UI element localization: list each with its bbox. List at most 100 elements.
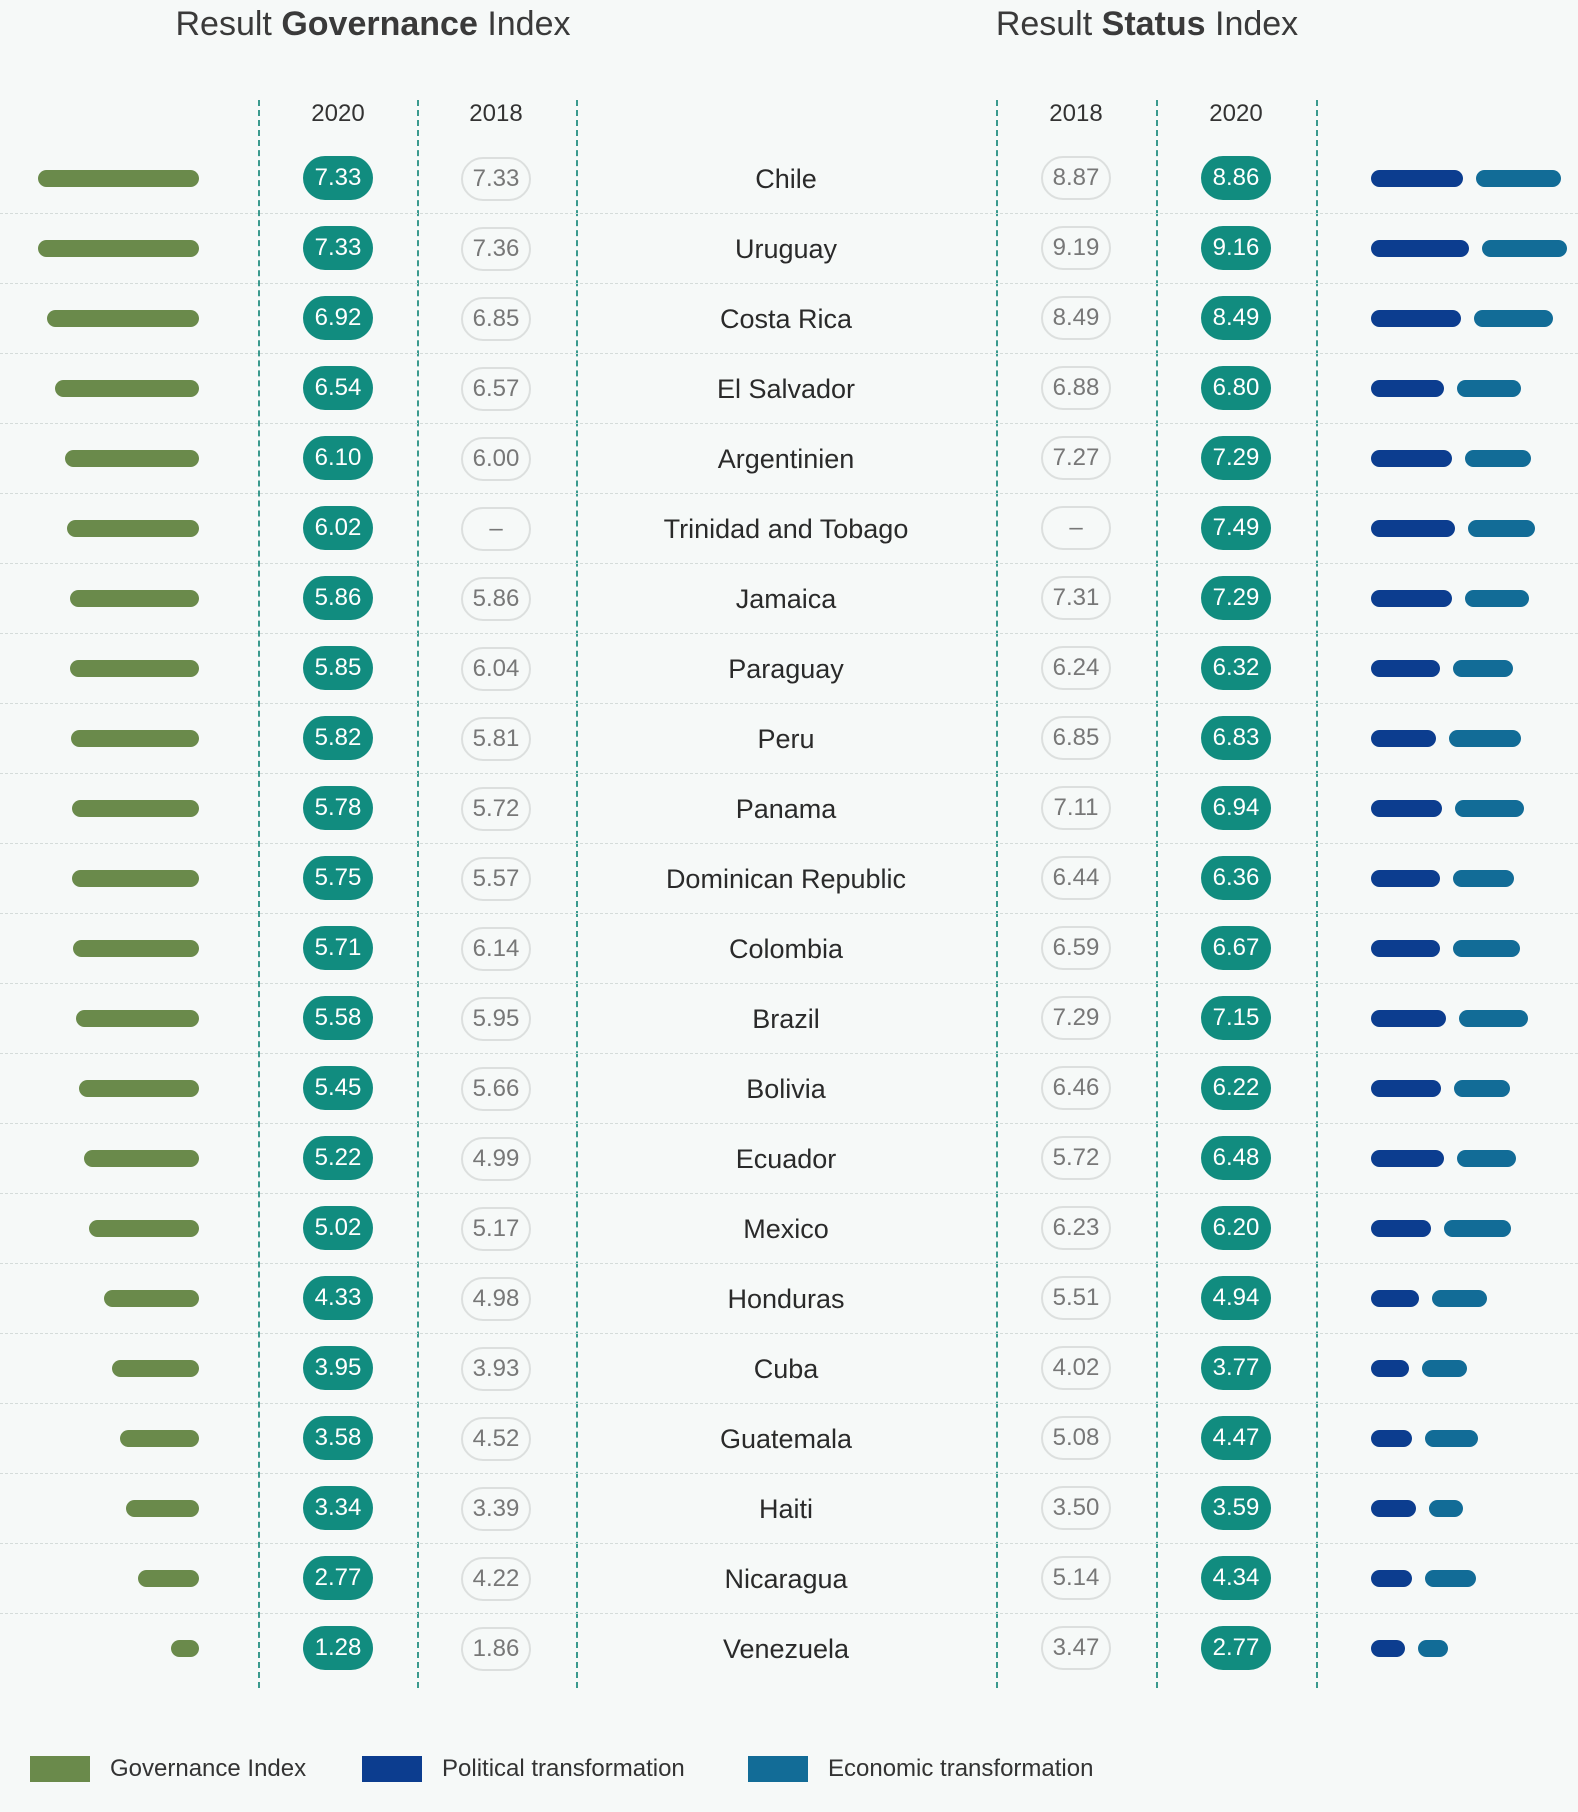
status-2018-value: 6.44: [1041, 856, 1111, 900]
economic-bar: [1425, 1570, 1476, 1587]
status-2020-value: 4.47: [1201, 1416, 1271, 1460]
economic-bar: [1432, 1290, 1487, 1307]
status-2018-value: 4.02: [1041, 1346, 1111, 1390]
gov-2020-value: 2.77: [303, 1556, 373, 1600]
legend-label: Governance Index: [110, 1755, 307, 1782]
gov-2020-value: 3.34: [303, 1486, 373, 1530]
status-2020-value: 7.29: [1201, 576, 1271, 620]
gov-2018-value: 5.81: [461, 717, 531, 761]
gov-2020-value: 4.33: [303, 1276, 373, 1320]
country-label: Nicaragua: [724, 1564, 848, 1594]
governance-bar: [138, 1570, 199, 1587]
governance-bar: [65, 450, 199, 467]
gov-2018-value: 5.57: [461, 857, 531, 901]
political-bar: [1371, 590, 1452, 607]
political-bar: [1371, 1010, 1446, 1027]
status-2020-value: 4.34: [1201, 1556, 1271, 1600]
economic-bar: [1457, 380, 1521, 397]
status-2018-value: 6.46: [1041, 1066, 1111, 1110]
political-bar: [1371, 1360, 1409, 1377]
gov-2020-value: 7.33: [303, 156, 373, 200]
political-bar: [1371, 1640, 1405, 1657]
gov-2020-header: 2020: [311, 100, 365, 127]
country-label: Guatemala: [719, 1424, 853, 1454]
status-2018-value: 7.27: [1041, 436, 1111, 480]
legend-item-economic: Economic transformation: [748, 1752, 1093, 1786]
row-separator: [0, 1263, 1578, 1264]
gov-2018-value: 3.93: [461, 1347, 531, 1391]
governance-bar: [89, 1220, 199, 1237]
economic-bar: [1468, 520, 1535, 537]
country-label: Argentinien: [717, 444, 855, 474]
status-2020-value: 3.59: [1201, 1486, 1271, 1530]
economic-bar: [1465, 450, 1531, 467]
status-2020-value: 2.77: [1201, 1626, 1271, 1670]
gov-2020-value: 5.82: [303, 716, 373, 760]
row-separator: [0, 1403, 1578, 1404]
column-divider: [576, 100, 578, 1688]
economic-bar: [1457, 1150, 1516, 1167]
gov-2018-value: 5.95: [461, 997, 531, 1041]
economic-bar: [1454, 1080, 1510, 1097]
governance-bar: [76, 1010, 199, 1027]
country-label: Dominican Republic: [665, 864, 907, 894]
gov-2020-value: 5.85: [303, 646, 373, 690]
row-separator: [0, 563, 1578, 564]
status-2020-value: 7.29: [1201, 436, 1271, 480]
row-separator: [0, 423, 1578, 424]
gov-2020-value: 5.75: [303, 856, 373, 900]
legend-swatch-governance: [30, 1756, 90, 1782]
row-separator: [0, 1193, 1578, 1194]
row-separator: [0, 1123, 1578, 1124]
economic-bar: [1425, 1430, 1478, 1447]
row-separator: [0, 493, 1578, 494]
row-separator: [0, 283, 1578, 284]
status-title: Result Status Index: [995, 5, 1299, 43]
economic-bar: [1453, 870, 1514, 887]
gov-2020-value: 6.02: [303, 506, 373, 550]
status-2020-value: 9.16: [1201, 226, 1271, 270]
political-bar: [1371, 1220, 1431, 1237]
gov-2020-value: 1.28: [303, 1626, 373, 1670]
gov-2018-value: 4.98: [461, 1277, 531, 1321]
country-label: Colombia: [728, 934, 844, 964]
governance-bar: [126, 1500, 199, 1517]
status-2020-value: 6.67: [1201, 926, 1271, 970]
status-2018-value: 7.31: [1041, 576, 1111, 620]
legend-label: Economic transformation: [828, 1755, 1094, 1782]
political-bar: [1371, 660, 1440, 677]
political-bar: [1371, 520, 1455, 537]
economic-bar: [1453, 940, 1520, 957]
political-bar: [1371, 380, 1444, 397]
political-bar: [1371, 450, 1452, 467]
row-separator: [0, 703, 1578, 704]
economic-bar: [1422, 1360, 1467, 1377]
economic-bar: [1455, 800, 1524, 817]
governance-bar: [38, 170, 199, 187]
gov-2018-value: 5.66: [461, 1067, 531, 1111]
governance-bar: [55, 380, 199, 397]
row-separator: [0, 1543, 1578, 1544]
gov-2020-value: 6.92: [303, 296, 373, 340]
country-label: Panama: [735, 794, 837, 824]
gov-2020-value: 3.95: [303, 1346, 373, 1390]
column-divider: [1156, 100, 1158, 1688]
country-label: Ecuador: [735, 1144, 837, 1174]
status-2018-value: 6.88: [1041, 366, 1111, 410]
gov-2020-value: 5.58: [303, 996, 373, 1040]
row-separator: [0, 983, 1578, 984]
status-2020-value: 6.48: [1201, 1136, 1271, 1180]
status-2020-value: 7.49: [1201, 506, 1271, 550]
political-bar: [1371, 940, 1440, 957]
row-separator: [0, 1473, 1578, 1474]
status-2020-value: 6.32: [1201, 646, 1271, 690]
row-separator: [0, 1613, 1578, 1614]
row-separator: [0, 213, 1578, 214]
governance-bar: [70, 660, 199, 677]
economic-bar: [1474, 310, 1553, 327]
governance-title: Result Governance Index: [175, 5, 571, 43]
governance-bar: [72, 800, 199, 817]
status-2020-header: 2020: [1209, 100, 1263, 127]
country-label: Honduras: [727, 1284, 845, 1314]
political-bar: [1371, 730, 1436, 747]
